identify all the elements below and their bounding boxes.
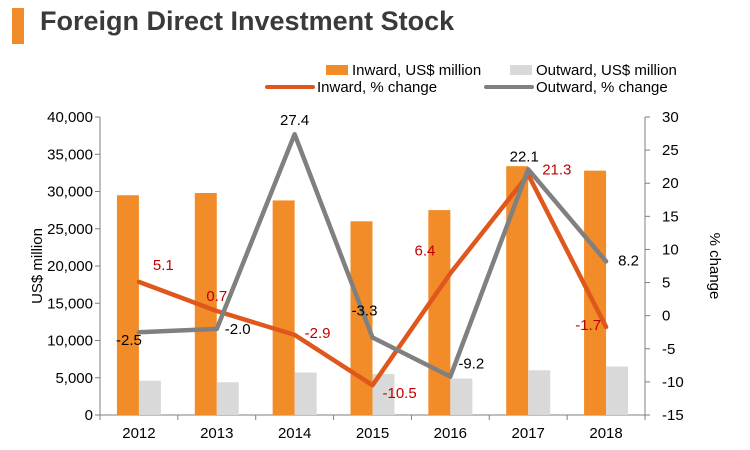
left-tick-label: 0 xyxy=(85,407,93,424)
title-accent-bar xyxy=(12,8,24,44)
right-tick-label: 30 xyxy=(662,109,679,126)
left-tick-label: 20,000 xyxy=(47,258,93,275)
left-tick-label: 25,000 xyxy=(47,221,93,238)
bar-outward xyxy=(450,378,473,415)
data-label-inward-change: 21.3 xyxy=(542,162,571,179)
legend-swatch xyxy=(510,65,532,75)
bar-outward xyxy=(606,366,629,415)
bars-group xyxy=(116,166,629,415)
bar-outward xyxy=(138,380,161,415)
left-tick-label: 35,000 xyxy=(47,146,93,163)
data-label-outward-change: 27.4 xyxy=(280,112,309,129)
bar-inward xyxy=(116,195,139,415)
bar-inward xyxy=(428,210,451,415)
x-tick-label: 2016 xyxy=(434,425,467,442)
chart-title: Foreign Direct Investment Stock xyxy=(40,6,455,36)
bar-inward xyxy=(584,170,607,415)
right-tick-label: -10 xyxy=(662,374,684,391)
y2-axis-title: % change xyxy=(706,233,723,300)
legend-swatch xyxy=(326,65,348,75)
bar-outward xyxy=(372,374,395,415)
bar-outward xyxy=(528,370,551,415)
right-tick-label: 25 xyxy=(662,142,679,159)
data-label-inward-change: 5.1 xyxy=(153,257,174,274)
bar-inward xyxy=(272,200,295,415)
data-label-outward-change: -3.3 xyxy=(352,303,378,320)
lines-group xyxy=(136,131,609,388)
left-tick-label: 30,000 xyxy=(47,184,93,201)
data-label-inward-change: -2.9 xyxy=(305,325,331,342)
data-label-outward-change: 8.2 xyxy=(618,252,639,269)
data-labels-group: 5.1 0.7 -2.9 -10.5 6.4 21.3 -1.7 -2.5 -2.0 27.4 -3… xyxy=(116,112,639,402)
left-tick-label: 5,000 xyxy=(55,370,93,387)
legend-label: Outward, % change xyxy=(536,79,668,96)
bar-inward xyxy=(506,166,529,415)
right-tick-label: 10 xyxy=(662,241,679,258)
bar-inward xyxy=(194,192,217,415)
x-tick-label: 2017 xyxy=(512,425,545,442)
legend-label: Inward, % change xyxy=(317,79,437,96)
x-tick-label: 2015 xyxy=(356,425,389,442)
right-tick-label: 20 xyxy=(662,175,679,192)
data-label-inward-change: 6.4 xyxy=(414,242,435,259)
bar-outward xyxy=(216,382,239,415)
right-tick-label: 5 xyxy=(662,275,670,292)
right-tick-label: 0 xyxy=(662,308,670,325)
data-label-inward-change: 0.7 xyxy=(206,288,227,305)
x-tick-label: 2018 xyxy=(589,425,622,442)
data-label-outward-change: -2.0 xyxy=(225,321,251,338)
x-tick-label: 2012 xyxy=(122,425,155,442)
right-tick-label: 15 xyxy=(662,208,679,225)
left-tick-label: 10,000 xyxy=(47,333,93,350)
data-label-outward-change: -2.5 xyxy=(116,332,142,349)
left-tick-label: 40,000 xyxy=(47,109,93,126)
legend-group: Inward, US$ million Outward, US$ million I… xyxy=(265,62,677,96)
bar-inward xyxy=(350,221,373,415)
right-tick-label: -15 xyxy=(662,407,684,424)
axes-group: 0 5,000 10,000 15,000 20,000 25,000 30,000 35,0… xyxy=(29,109,723,442)
x-tick-label: 2014 xyxy=(278,425,311,442)
y-axis-title: US$ million xyxy=(29,228,46,304)
left-tick-label: 15,000 xyxy=(47,295,93,312)
line-outward-change xyxy=(136,131,609,379)
legend-label: Inward, US$ million xyxy=(352,62,481,79)
bar-outward xyxy=(294,372,317,415)
right-tick-label: -5 xyxy=(662,341,675,358)
legend-label: Outward, US$ million xyxy=(536,62,677,79)
x-tick-label: 2013 xyxy=(200,425,233,442)
data-label-outward-change: -9.2 xyxy=(458,356,484,373)
data-label-outward-change: 22.1 xyxy=(510,148,539,165)
data-label-inward-change: -1.7 xyxy=(575,317,601,334)
data-label-inward-change: -10.5 xyxy=(383,385,417,402)
